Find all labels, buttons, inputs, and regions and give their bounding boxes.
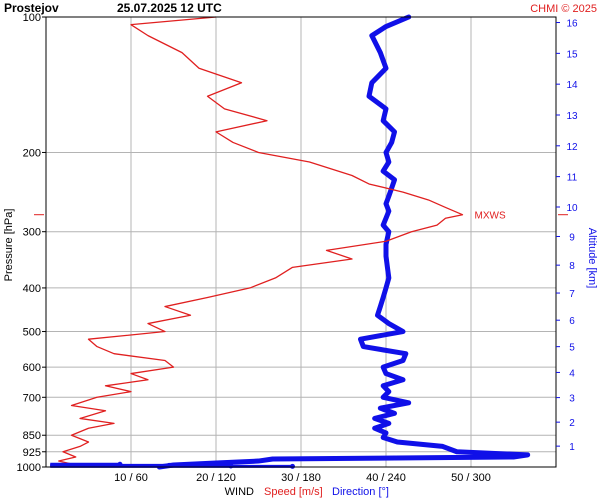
plot-frame [45,16,557,468]
pressure-tick-label: 600 [23,362,41,374]
credit: CHMI © 2025 [530,3,597,15]
altitude-tick-label: 10 [566,203,578,214]
altitude-tick-label: 13 [566,111,578,122]
altitude-tick-label: 5 [569,343,575,354]
wind-tick-label: 50 / 300 [451,472,491,484]
wind-tick-label: 40 / 240 [366,472,406,484]
wind-tick-label: 20 / 120 [196,472,236,484]
station-name: Prostejov [4,1,59,15]
pressure-tick-label: 400 [23,283,41,295]
surface-wind-point [290,463,295,469]
pressure-axis-label: Pressure [hPa] [3,209,15,282]
pressure-axis: 100 200 300 400 500 600 700 850 925 1000 [17,12,46,474]
mxws-annotation: MXWS [475,211,506,222]
altitude-tick-label: 6 [569,316,575,327]
altitude-tick-label: 1 [569,442,575,453]
speed-legend: Speed [m/s] [264,486,323,498]
wind-tick-label: 30 / 180 [281,472,321,484]
altitude-tick-label: 3 [569,394,575,405]
altitude-tick-label: 4 [569,368,575,379]
wind-tick-label: 10 / 60 [114,472,148,484]
wind-label: WIND [225,486,254,498]
pressure-tick-label: 700 [23,392,41,404]
speed-line [58,16,464,468]
datetime: 25.07.2025 12 UTC [117,1,222,15]
altitude-tick-label: 15 [566,49,578,60]
pressure-tick-label: 200 [23,147,41,159]
direction-legend: Direction [°] [332,486,389,498]
pressure-tick-label: 300 [23,227,41,239]
altitude-tick-label: 12 [566,142,578,153]
wind-axis: 10 / 60 20 / 120 30 / 180 40 / 240 50 / 300 [114,472,491,484]
altitude-tick-label: 16 [566,19,578,30]
pressure-tick-label: 1000 [17,462,41,474]
series-layer [50,14,531,470]
pressure-tick-label: 925 [23,447,41,459]
pressure-tick-label: 500 [23,327,41,339]
altitude-tick-label: 2 [569,418,575,429]
altitude-tick-label: 11 [567,173,578,184]
altitude-tick-label: 14 [566,80,578,91]
pressure-tick-label: 850 [23,430,41,442]
altitude-tick-label: 8 [569,261,575,272]
altitude-axis-label: Altitude [km] [586,228,598,289]
direction-line [156,14,531,470]
pressure-tick-label: 100 [23,12,41,24]
grid [46,17,556,467]
altitude-tick-label: 9 [569,232,575,243]
altitude-tick-label: 7 [569,289,575,300]
